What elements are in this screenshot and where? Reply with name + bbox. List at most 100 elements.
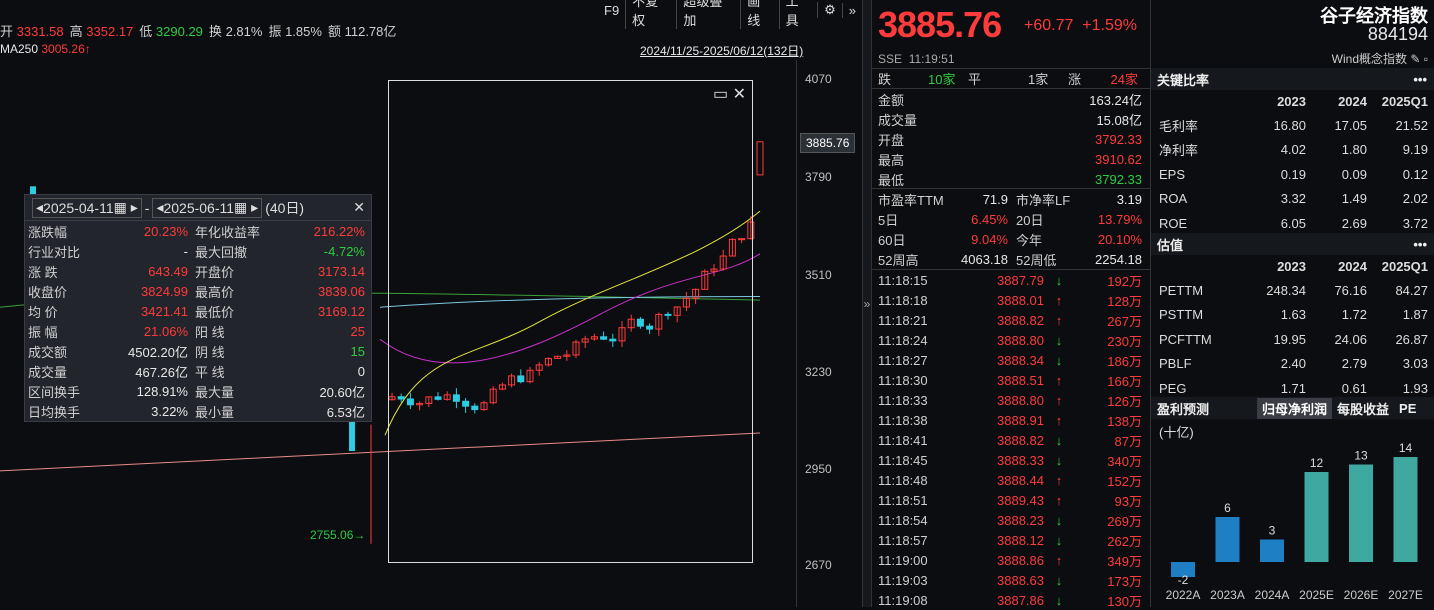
toolbar-f9[interactable]: F9	[604, 2, 620, 18]
stat-row: 最高 3910.62	[878, 151, 1142, 168]
candle-body	[738, 238, 746, 241]
bar-category-label: 2022A	[1166, 588, 1201, 602]
toolbar-no-adjust[interactable]: 不复权	[625, 0, 676, 29]
bar-value-label: 3	[1269, 524, 1276, 538]
tick-row: 11:18:54 3888.23 ↓ 269万	[878, 512, 1142, 529]
tab-pe[interactable]: PE	[1399, 400, 1417, 416]
turnover-value: 2.81%	[225, 23, 263, 39]
forecast-header: 盈利预测 归母净利润 每股收益 PE	[1151, 397, 1434, 419]
candle-body	[627, 318, 635, 329]
index-code: 884194	[1367, 24, 1428, 44]
toolbar-draw[interactable]: 画线	[740, 0, 778, 29]
start-date[interactable]: ◂ 2025-04-11 ▦ ▸	[32, 197, 142, 218]
tick-row: 11:18:27 3888.34 ↓ 186万	[878, 352, 1142, 369]
forecast-bar	[1393, 457, 1418, 562]
candle-body	[489, 388, 497, 404]
candle-body	[416, 402, 424, 406]
ratio-row: ROA 3.32 1.49 2.02	[1159, 191, 1428, 206]
expand-icon[interactable]: »	[841, 2, 862, 18]
tick-row: 11:18:18 3888.01 ↑ 128万	[878, 292, 1142, 309]
exchange-time: SSE 11:19:51	[878, 52, 955, 66]
axis-tick-label: 4070	[805, 72, 832, 86]
bar-category-label: 2025E	[1299, 588, 1334, 602]
candle-body	[397, 396, 405, 400]
stat-row: 金额 163.24亿	[878, 92, 1142, 108]
ma-line	[379, 296, 761, 308]
ma-line	[379, 253, 761, 364]
kline-chart-panel[interactable]: 开 3331.58 高 3352.17 低 3290.29 换 2.81% 振 …	[0, 0, 862, 607]
toolbar-tools[interactable]: 工具	[778, 0, 817, 29]
ratio-row: PBLF 2.40 2.79 3.03	[1159, 356, 1428, 371]
current-price-tag: 3885.76	[800, 133, 856, 153]
stat-row: 5日 6.45% 20日 13.79%	[878, 211, 1142, 228]
collapse-toggle[interactable]: »	[862, 0, 872, 607]
candle-body	[471, 405, 479, 411]
axis-tick-label: 3230	[805, 365, 832, 379]
tick-row: 11:18:57 3888.12 ↓ 262万	[878, 532, 1142, 549]
candle-body	[581, 338, 589, 343]
toolbar-overlay[interactable]: 超级叠加	[676, 0, 740, 29]
tick-row: 11:18:48 3888.44 ↑ 152万	[878, 472, 1142, 489]
year-header: 2023 2024 2025Q1	[1277, 258, 1428, 274]
candle-body	[425, 396, 433, 404]
amount-value: 112.78亿	[344, 23, 397, 39]
bar-category-label: 2026E	[1344, 588, 1379, 602]
bar-category-label: 2023A	[1210, 588, 1245, 602]
candle-body	[618, 327, 626, 342]
candle-body	[655, 313, 663, 330]
stat-row: 振 幅 21.06% 阳 线 25	[28, 323, 365, 340]
candle-body	[554, 355, 562, 359]
price-change: +60.77 +1.59%	[1024, 17, 1137, 34]
stat-row: 日均换手 3.22% 最小量 6.53亿	[28, 403, 365, 420]
bar-value-label: 6	[1224, 501, 1231, 515]
last-price: 3885.76	[878, 4, 1002, 45]
tab-eps[interactable]: 每股收益	[1337, 401, 1390, 417]
close-icon[interactable]: ✕	[353, 199, 365, 215]
candle-body	[701, 270, 709, 290]
tick-row: 11:18:38 3888.91 ↑ 138万	[878, 412, 1142, 429]
end-date[interactable]: ◂ 2025-06-11 ▦ ▸	[152, 197, 263, 218]
close-icon[interactable]: ▭ ✕	[713, 86, 746, 103]
date-range[interactable]: 2024/11/25-2025/06/12(132日)	[640, 44, 804, 58]
candle-body	[462, 400, 470, 407]
forecast-bar	[1260, 539, 1284, 562]
tick-row: 11:18:41 3888.82 ↓ 87万	[878, 432, 1142, 449]
candle-body	[517, 375, 525, 383]
selection-box[interactable]	[388, 80, 753, 563]
axis-tick-label: 2950	[805, 462, 832, 476]
index-category: Wind概念指数 ✎ ▫	[1331, 52, 1428, 66]
tick-row: 11:18:30 3888.51 ↑ 166万	[878, 372, 1142, 389]
stat-row: 开盘 3792.33	[878, 131, 1142, 148]
tab-net-profit[interactable]: 归母净利润	[1257, 397, 1333, 419]
forecast-bar	[1304, 472, 1329, 562]
candle-body	[544, 357, 552, 366]
candle-body	[480, 402, 488, 411]
stat-row: 52周高 4063.18 52周低 2254.18	[878, 251, 1142, 268]
candle-body	[682, 297, 690, 308]
tick-row: 11:18:33 3888.80 ↑ 126万	[878, 392, 1142, 409]
candle-body	[498, 384, 506, 390]
gear-icon[interactable]: ⚙	[817, 2, 842, 18]
candle-body	[609, 338, 617, 342]
interval-stats-popup: ◂ 2025-04-11 ▦ ▸ - ◂ 2025-06-11 ▦ ▸ (40日…	[24, 194, 372, 422]
stat-row: 成交额 4502.20亿阴 线 15	[28, 343, 365, 360]
candle-body	[664, 313, 672, 316]
bar-value-label: 13	[1354, 449, 1368, 463]
tick-row: 11:18:15 3887.79 ↓ 192万	[878, 272, 1142, 289]
more-icon[interactable]: •••	[1413, 236, 1427, 252]
year-header: 2023 2024 2025Q1	[1277, 93, 1428, 109]
valuation-header: 估值 •••	[1151, 233, 1434, 255]
stat-row: 涨跌幅 20.23% 年化收益率 216.22%	[28, 223, 365, 240]
quote-bar: 开 3331.58 高 3352.17 低 3290.29 换 2.81% 振 …	[0, 23, 397, 39]
candle-body	[535, 364, 543, 371]
candle-body	[692, 288, 700, 299]
ratio-row: ROE 6.05 2.69 3.72	[1159, 215, 1428, 231]
stat-row: 最低 3792.33	[878, 171, 1142, 188]
candle-body	[600, 336, 608, 340]
stat-row: 60日 9.04% 今年 20.10%	[878, 231, 1142, 248]
index-name: 谷子经济指数	[1320, 6, 1428, 26]
more-icon[interactable]: •••	[1413, 71, 1427, 87]
fundamentals-panel: 谷子经济指数 884194 Wind概念指数 ✎ ▫ 关键比率 ••• 2023 2…	[1150, 0, 1434, 607]
